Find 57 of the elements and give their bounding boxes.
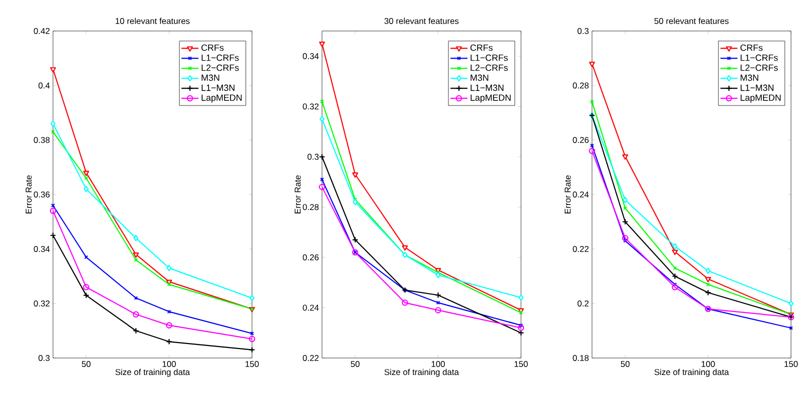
y-tick-label: 0.38	[34, 137, 50, 143]
legend-label: M3N	[202, 74, 220, 81]
x-tick-label: 50	[620, 361, 630, 368]
y-tick-label: 0.22	[302, 355, 319, 361]
legend-label: L1−M3N	[740, 84, 774, 91]
legend-label: M3N	[470, 74, 488, 81]
legend-label: CRFs	[201, 44, 224, 51]
x-tick-label: 100	[702, 361, 715, 368]
y-axis-title: Error Rate	[294, 175, 301, 214]
y-tick-label: 0.28	[302, 204, 319, 210]
legend-label: L1−CRFs	[470, 54, 508, 61]
y-axis-title: Error Rate	[564, 175, 571, 214]
x-tick-label: 50	[350, 361, 360, 368]
y-tick-label: 0.22	[572, 246, 589, 252]
y-tick-label: 0.34	[302, 53, 319, 60]
y-tick-label: 0.32	[302, 103, 319, 110]
y-tick-label: 0.34	[34, 246, 50, 252]
legend-label: CRFs	[740, 44, 763, 51]
x-axis-title: Size of training data	[115, 368, 190, 377]
y-tick-label: 0.28	[572, 82, 589, 88]
legend-label: L1−CRFs	[740, 54, 778, 61]
legend-label: LapMEDN	[470, 94, 511, 103]
y-tick-label: 0.18	[572, 355, 589, 361]
y-tick-label: 0.2	[578, 300, 589, 306]
x-tick-label: 150	[246, 361, 259, 368]
legend-label: CRFs	[470, 44, 493, 51]
legend-label: LapMEDN	[740, 94, 781, 103]
legend-label: LapMEDN	[202, 94, 242, 103]
y-tick-label: 0.36	[34, 192, 50, 198]
x-tick-label: 150	[514, 361, 528, 368]
x-tick-label: 100	[432, 361, 445, 368]
y-tick-label: 0.3	[578, 28, 589, 34]
y-tick-label: 0.26	[302, 254, 319, 260]
y-tick-label: 0.26	[572, 137, 589, 143]
x-tick-label: 150	[784, 361, 798, 368]
x-tick-label: 100	[162, 361, 176, 368]
legend-label: L2−CRFs	[470, 64, 508, 71]
legend-label: L2−CRFs	[202, 64, 239, 71]
chart-title: 10 relevant features	[116, 18, 190, 24]
y-tick-label: 0.4	[38, 82, 50, 88]
chart-title: 30 relevant features	[384, 18, 459, 24]
legend-label: L1−M3N	[470, 84, 504, 91]
x-tick-label: 50	[82, 361, 91, 368]
legend-label: L1−CRFs	[202, 54, 239, 61]
legend-label: L1−M3N	[202, 84, 234, 91]
y-tick-label: 0.32	[34, 300, 50, 306]
y-tick-label: 0.42	[34, 28, 50, 34]
chart-title: 50 relevant features	[654, 18, 729, 24]
y-tick-label: 0.24	[302, 304, 319, 311]
y-tick-label: 0.3	[308, 154, 319, 160]
x-axis-title: Size of training data	[384, 368, 459, 377]
legend-label: L2−CRFs	[740, 64, 778, 71]
y-tick-label: 0.3	[38, 355, 50, 361]
legend-label: M3N	[740, 74, 758, 81]
y-axis-title: Error Rate	[26, 175, 32, 214]
x-axis-title: Size of training data	[654, 368, 729, 377]
y-tick-label: 0.24	[572, 192, 589, 198]
